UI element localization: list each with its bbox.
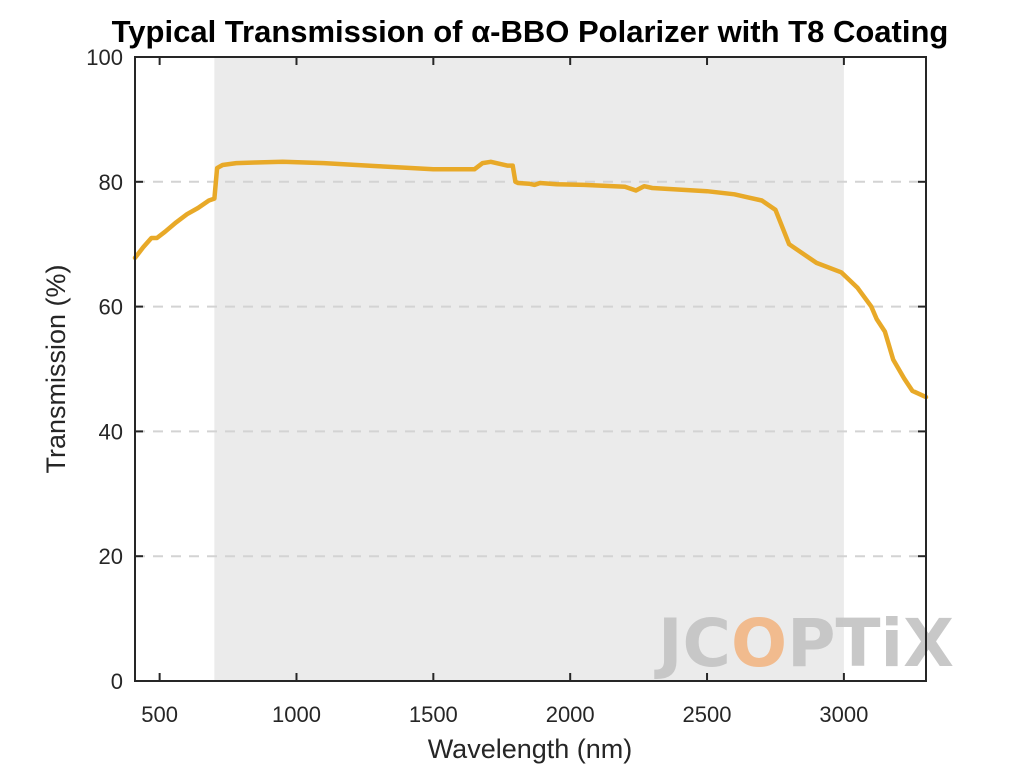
x-tick-labels: 500 1000 1500 2000 2500 3000 xyxy=(141,702,868,727)
grid-lines xyxy=(135,180,926,558)
x-tick-label: 2500 xyxy=(683,702,732,727)
y-tick-label: 60 xyxy=(99,295,123,320)
y-tick-label: 40 xyxy=(99,419,123,444)
x-axis-label: Wavelength (nm) xyxy=(428,734,633,764)
watermark-text-jc: JC xyxy=(654,605,731,682)
y-tick-labels: 0 20 40 60 80 100 xyxy=(86,45,123,694)
axis-ticks xyxy=(135,56,926,682)
y-tick-label: 80 xyxy=(99,170,123,195)
y-tick-label: 0 xyxy=(111,669,123,694)
watermark-logo: JCOPTiX xyxy=(654,605,954,682)
y-axis-label: Transmission (%) xyxy=(41,264,71,473)
svg-text:JCOPTiX: JCOPTiX xyxy=(654,605,954,682)
transmission-line xyxy=(132,159,929,400)
x-tick-label: 500 xyxy=(141,702,178,727)
shaded-region xyxy=(214,57,844,681)
x-tick-label: 2000 xyxy=(546,702,595,727)
x-tick-label: 1000 xyxy=(272,702,321,727)
watermark-text-o: O xyxy=(731,605,787,682)
y-tick-label: 20 xyxy=(99,544,123,569)
x-tick-label: 3000 xyxy=(819,702,868,727)
chart-title: Typical Transmission of α-BBO Polarizer … xyxy=(111,14,949,49)
x-tick-label: 1500 xyxy=(409,702,458,727)
watermark-text-ptix: PTiX xyxy=(787,605,954,682)
y-tick-label: 100 xyxy=(86,45,123,70)
plot-frame xyxy=(134,56,927,682)
